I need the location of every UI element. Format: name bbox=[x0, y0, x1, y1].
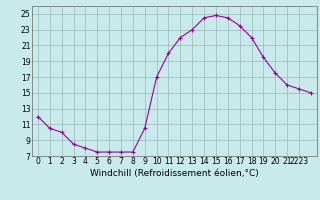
X-axis label: Windchill (Refroidissement éolien,°C): Windchill (Refroidissement éolien,°C) bbox=[90, 169, 259, 178]
